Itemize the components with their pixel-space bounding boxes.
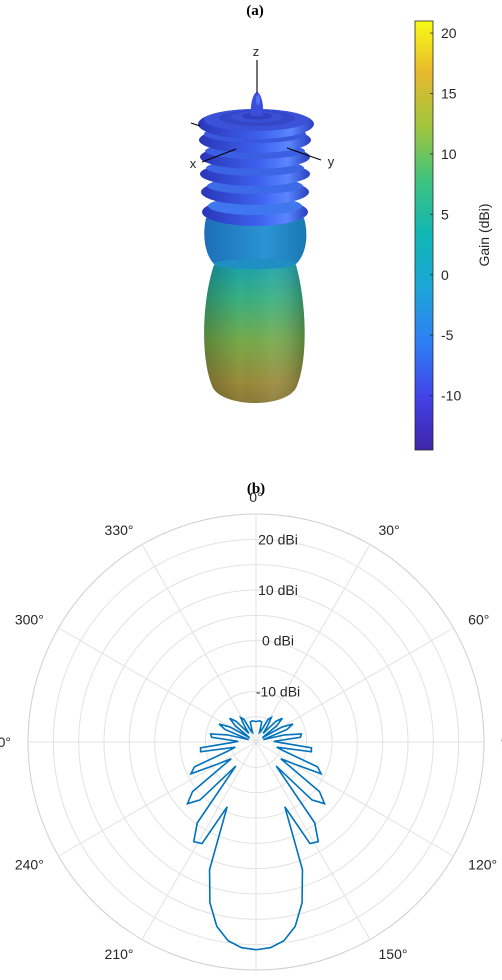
hidden-axis-line (190, 122, 201, 127)
y-axis-label: y (328, 154, 335, 169)
gain-pattern-line (186, 715, 326, 951)
polar-radial-label: 10 dBi (258, 582, 298, 598)
x-axis-label: x (190, 156, 197, 171)
polar-angle-label: 270° (0, 734, 11, 750)
panel-a-title: (a) (246, 3, 264, 19)
colorbar: 20 15 10 5 0 -5 -10 Gain (dBi) (414, 20, 492, 451)
polar-spoke (141, 741, 257, 940)
polar-spoke (255, 741, 371, 940)
colorbar-label: Gain (dBi) (476, 203, 492, 266)
polar-angle-label: 300° (15, 612, 44, 628)
colorbar-gradient (414, 20, 434, 451)
polar-spoke (58, 627, 257, 743)
polar-angle-label: 240° (15, 857, 44, 873)
polar-spoke (255, 741, 454, 857)
polar-angle-label: 210° (105, 946, 134, 962)
polar-angle-label: 120° (468, 857, 497, 873)
colorbar-tick-label: -10 (441, 388, 461, 404)
polar-radial-label: -10 dBi (256, 683, 300, 699)
x-axis-line (201, 148, 237, 163)
polar-spoke (255, 544, 371, 743)
polar-plot: 0°30°60°90°120°150°180°210°240°270°300°3… (0, 489, 502, 980)
polar-angle-label: 330° (105, 522, 134, 538)
colorbar-tick-label: 0 (441, 267, 449, 283)
polar-angle-label: 60° (468, 612, 489, 628)
polar-radial-label: 0 dBi (262, 633, 294, 649)
polar-angle-label: 0° (249, 489, 262, 505)
polar-spoke (255, 627, 454, 743)
polar-spoke (141, 544, 257, 743)
colorbar-tick-label: 20 (441, 25, 457, 41)
colorbar-tick-label: -5 (441, 327, 454, 343)
panel-b-title: (b) (247, 481, 265, 497)
z-axis-label: z (253, 44, 260, 59)
neck-section (204, 218, 307, 264)
pattern-3d-surface (198, 92, 314, 403)
polar-angle-label: 30° (379, 522, 400, 538)
polar-angle-label: 150° (379, 946, 408, 962)
y-axis-line (286, 147, 322, 161)
polar-radial-label: 20 dBi (258, 531, 298, 547)
colorbar-tick-label: 15 (441, 86, 457, 102)
colorbar-tick-label: 10 (441, 146, 457, 162)
axes-3d (190, 60, 322, 163)
polar-spoke (58, 741, 257, 857)
colorbar-tick-label: 5 (441, 206, 449, 222)
